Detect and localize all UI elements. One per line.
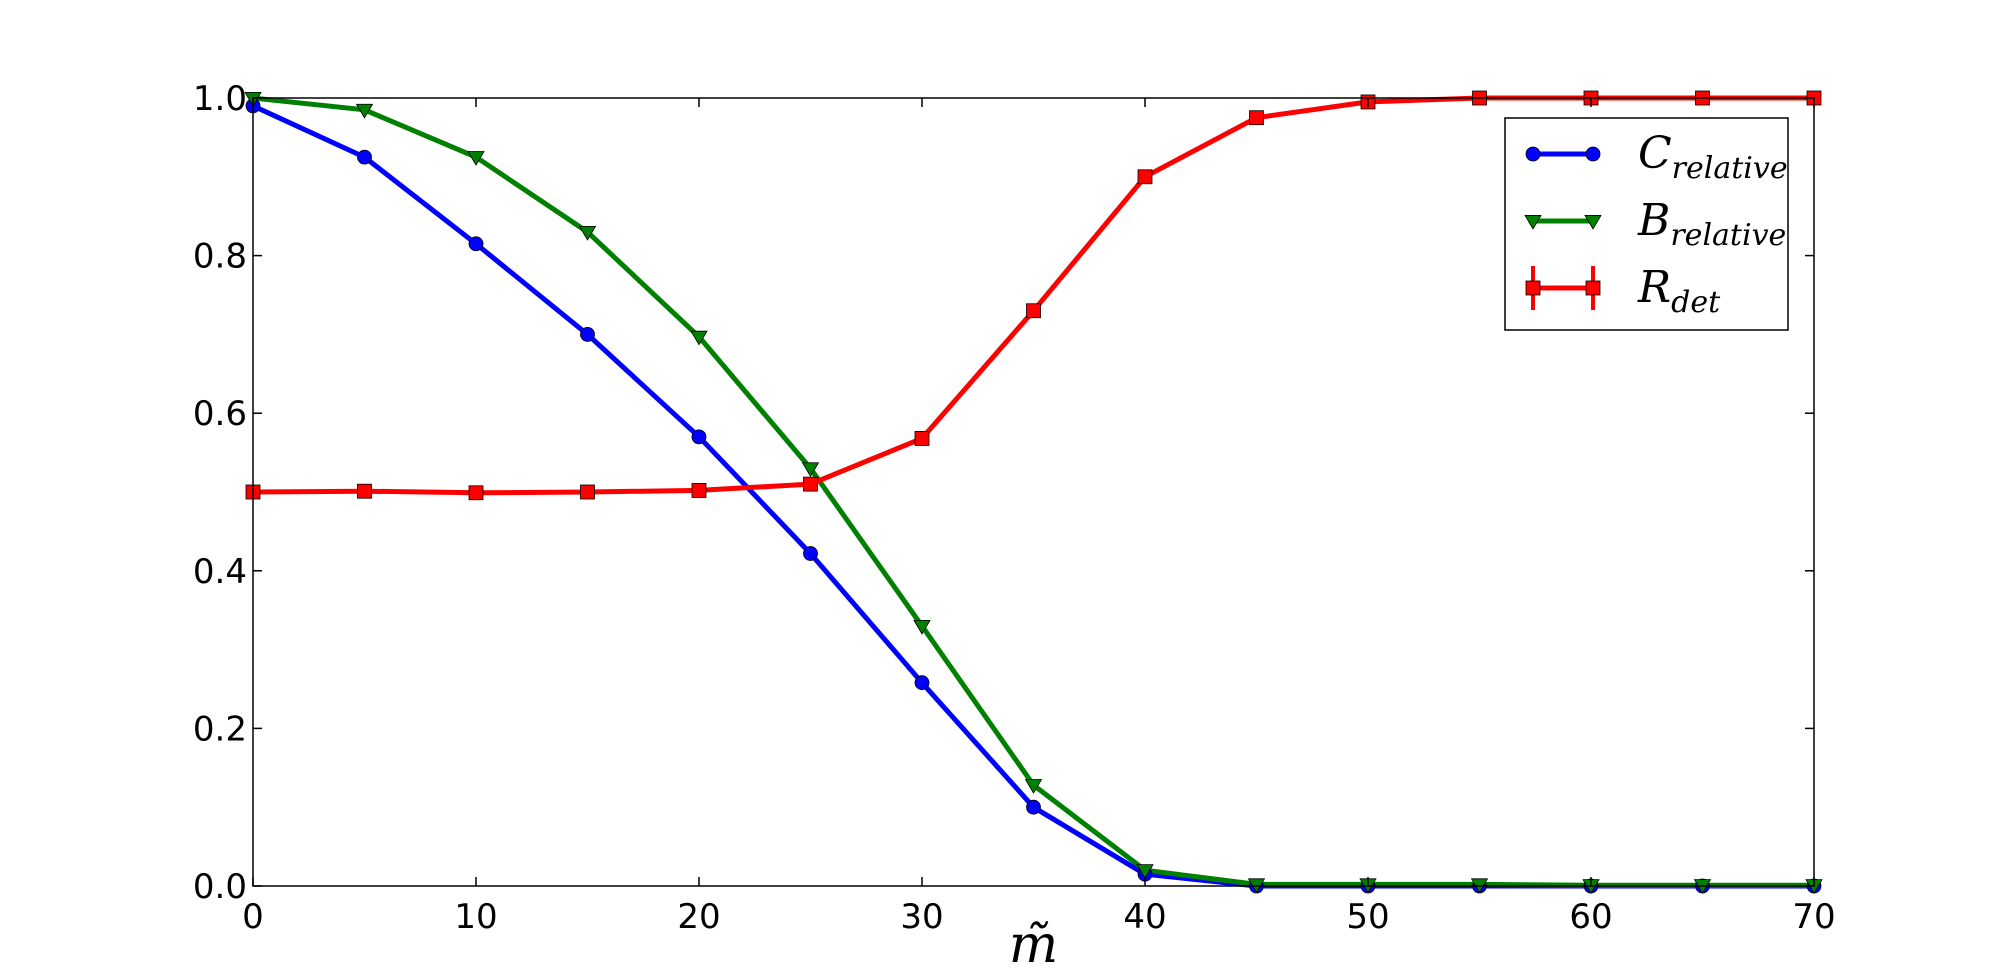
x-axis-label: m̃ bbox=[1009, 915, 1058, 975]
data-point-C_relative bbox=[580, 326, 595, 342]
data-point-C_relative bbox=[691, 429, 707, 445]
data-point-R_det bbox=[1249, 110, 1264, 126]
data-point-R_det bbox=[1026, 303, 1041, 319]
x-tick-label: 10 bbox=[454, 897, 497, 937]
data-point-R_det bbox=[468, 485, 484, 501]
x-tick-label: 0 bbox=[242, 897, 264, 937]
data-point-C_relative bbox=[803, 546, 818, 561]
x-tick-label: 50 bbox=[1346, 897, 1389, 937]
legend-label-B_relative: Brelative bbox=[1637, 195, 1786, 253]
legend-marker-R_det bbox=[1585, 280, 1601, 296]
data-point-R_det bbox=[803, 476, 818, 492]
data-point-R_det bbox=[691, 483, 707, 498]
y-tick-label: 0.4 bbox=[193, 552, 247, 592]
data-point-B_relative bbox=[578, 225, 597, 241]
legend-marker-C_relative bbox=[1585, 146, 1601, 162]
data-point-B_relative bbox=[355, 103, 374, 119]
legend-marker-C_relative bbox=[1525, 146, 1541, 162]
legend-marker-B_relative bbox=[1584, 214, 1602, 230]
axis-ticks bbox=[252, 97, 1815, 887]
y-tick-label: 0.0 bbox=[193, 867, 247, 907]
data-point-R_det bbox=[580, 484, 595, 500]
data-point-C_relative bbox=[914, 675, 930, 691]
legend-marker-R_det bbox=[1525, 280, 1541, 296]
data-point-B_relative bbox=[801, 462, 820, 478]
legend-label-main: C bbox=[1638, 128, 1672, 179]
data-point-R_det bbox=[914, 431, 930, 446]
legend-label-sub: relative bbox=[1672, 151, 1788, 186]
legend-label-main: R bbox=[1637, 262, 1671, 313]
data-point-B_relative bbox=[690, 330, 708, 346]
data-point-R_det bbox=[357, 483, 372, 499]
legend-label-sub: relative bbox=[1670, 218, 1786, 253]
data-point-B_relative bbox=[913, 619, 931, 635]
data-point-B_relative bbox=[1024, 779, 1043, 794]
legend-label-C_relative: Crelative bbox=[1638, 128, 1788, 186]
x-tick-label: 20 bbox=[677, 897, 720, 937]
data-point-R_det bbox=[1137, 169, 1153, 185]
y-tick-label: 0.2 bbox=[193, 709, 247, 749]
data-point-C_relative bbox=[1026, 799, 1041, 815]
y-tick-label: 0.6 bbox=[193, 394, 247, 434]
x-tick-label: 30 bbox=[900, 897, 943, 937]
y-tick-label: 1.0 bbox=[193, 79, 247, 119]
legend-label-R_det: Rdet bbox=[1637, 262, 1721, 320]
x-tick-label: 60 bbox=[1569, 897, 1612, 937]
legend-marker-B_relative bbox=[1524, 214, 1542, 230]
data-point-B_relative bbox=[467, 151, 485, 166]
x-tick-label: 70 bbox=[1792, 897, 1835, 937]
data-point-C_relative bbox=[468, 236, 484, 252]
legend-label-main: B bbox=[1637, 195, 1670, 246]
data-point-C_relative bbox=[357, 149, 372, 165]
axis-tick-labels: 0 10 20 30 40 50 60 70 0.0 0.2 0.4 0.6 0.8 1.0 bbox=[193, 79, 1836, 937]
plot-frame bbox=[252, 97, 1815, 887]
x-tick-label: 40 bbox=[1123, 897, 1166, 937]
y-tick-label: 0.8 bbox=[193, 237, 247, 277]
data-point-B_relative bbox=[1136, 864, 1154, 880]
legend-label-sub: det bbox=[1671, 285, 1721, 320]
